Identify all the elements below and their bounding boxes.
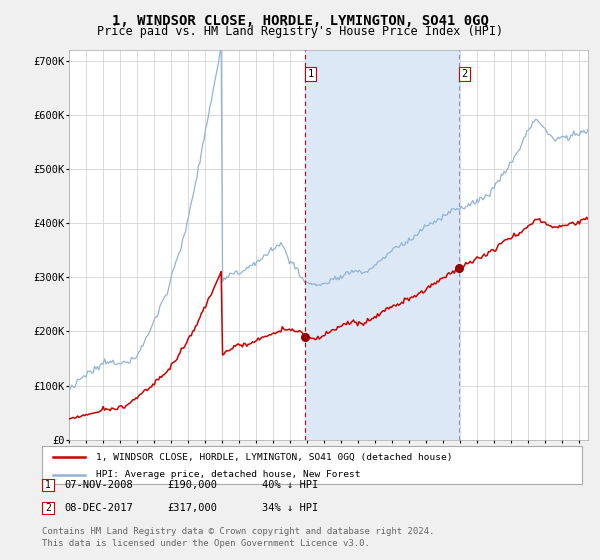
Text: This data is licensed under the Open Government Licence v3.0.: This data is licensed under the Open Gov… [42,539,370,548]
Text: 2: 2 [461,69,468,80]
FancyBboxPatch shape [42,446,582,484]
Text: £317,000: £317,000 [167,503,217,513]
Text: 1: 1 [307,69,313,80]
Text: 1: 1 [45,480,51,490]
Text: 40% ↓ HPI: 40% ↓ HPI [262,480,318,490]
FancyBboxPatch shape [42,502,54,514]
Text: 07-NOV-2008: 07-NOV-2008 [64,480,133,490]
Text: £190,000: £190,000 [167,480,217,490]
Text: 2: 2 [45,503,51,513]
Text: 1, WINDSOR CLOSE, HORDLE, LYMINGTON, SO41 0GQ: 1, WINDSOR CLOSE, HORDLE, LYMINGTON, SO4… [112,14,488,28]
Text: Contains HM Land Registry data © Crown copyright and database right 2024.: Contains HM Land Registry data © Crown c… [42,528,434,536]
Text: 08-DEC-2017: 08-DEC-2017 [64,503,133,513]
Text: 34% ↓ HPI: 34% ↓ HPI [262,503,318,513]
FancyBboxPatch shape [42,479,54,491]
Text: HPI: Average price, detached house, New Forest: HPI: Average price, detached house, New … [96,470,361,479]
Text: 1, WINDSOR CLOSE, HORDLE, LYMINGTON, SO41 0GQ (detached house): 1, WINDSOR CLOSE, HORDLE, LYMINGTON, SO4… [96,452,452,461]
Bar [305,50,459,440]
Text: Price paid vs. HM Land Registry's House Price Index (HPI): Price paid vs. HM Land Registry's House … [97,25,503,38]
